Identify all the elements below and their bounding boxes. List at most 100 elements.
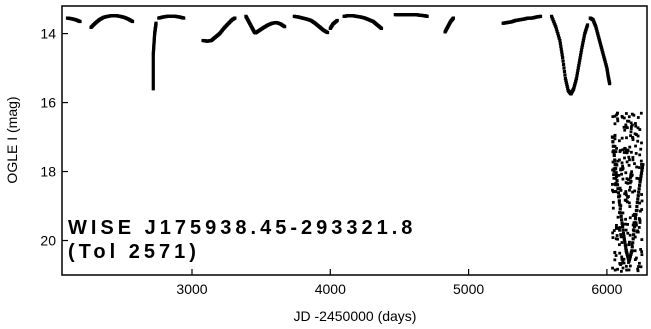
data-point <box>628 185 632 189</box>
data-point <box>635 223 638 227</box>
data-point <box>621 148 625 152</box>
data-point <box>634 221 638 225</box>
data-point <box>635 165 639 169</box>
data-point <box>151 81 155 85</box>
data-point <box>561 59 565 63</box>
data-point <box>617 139 621 143</box>
data-point <box>604 63 608 67</box>
data-point <box>562 69 567 74</box>
data-point <box>624 246 628 250</box>
data-point <box>614 171 618 175</box>
data-point <box>624 171 628 175</box>
data-point <box>631 158 635 162</box>
data-point <box>154 21 158 25</box>
data-point <box>628 264 632 268</box>
data-point <box>630 170 634 174</box>
data-point <box>621 177 625 181</box>
data-point <box>625 136 628 140</box>
data-point <box>620 241 624 244</box>
data-point <box>625 248 628 252</box>
data-point <box>623 156 626 160</box>
data-point <box>626 181 630 185</box>
data-point <box>629 134 632 138</box>
data-point <box>629 130 633 134</box>
data-point <box>631 223 635 227</box>
data-point <box>640 208 644 211</box>
data-point <box>639 147 643 151</box>
data-point <box>623 128 627 132</box>
data-point <box>233 16 237 20</box>
data-point <box>572 87 576 91</box>
data-point <box>623 240 627 244</box>
data-point <box>575 71 579 75</box>
data-point <box>600 47 604 51</box>
data-point <box>628 181 632 185</box>
data-point <box>283 25 287 29</box>
data-point <box>638 261 641 265</box>
data-point <box>582 34 586 38</box>
data-point <box>616 191 621 195</box>
data-point <box>617 201 621 205</box>
data-point <box>451 16 455 20</box>
data-point <box>577 61 581 65</box>
data-point <box>636 267 640 271</box>
data-point <box>640 253 644 257</box>
data-point <box>635 208 639 212</box>
data-point <box>633 217 638 221</box>
data-point <box>619 235 623 239</box>
data-point <box>574 76 579 81</box>
data-point <box>558 41 562 45</box>
data-point <box>619 214 623 218</box>
data-point <box>615 226 618 230</box>
data-point <box>577 63 581 68</box>
data-point <box>620 136 624 140</box>
data-point <box>556 34 561 38</box>
data-point <box>151 67 155 71</box>
data-point <box>595 30 599 34</box>
data-point <box>538 14 543 18</box>
data-point <box>630 245 634 249</box>
data-point <box>635 205 639 209</box>
data-point <box>639 171 644 175</box>
y-tick-label: 18 <box>40 164 56 180</box>
data-point <box>631 228 635 232</box>
data-point <box>629 127 633 131</box>
data-point <box>563 73 567 77</box>
data-point <box>549 14 554 18</box>
data-point <box>637 226 641 229</box>
data-point <box>560 50 564 54</box>
data-point <box>152 38 156 43</box>
data-point <box>624 190 628 193</box>
data-point <box>618 207 622 211</box>
data-point <box>612 152 616 156</box>
data-point <box>600 49 604 53</box>
data-point <box>574 78 578 82</box>
data-point <box>636 134 640 138</box>
data-point <box>631 190 634 194</box>
data-point <box>613 137 617 141</box>
data-point <box>635 200 639 205</box>
data-point <box>615 179 619 183</box>
data-point <box>621 211 625 215</box>
data-point <box>611 200 615 204</box>
data-point <box>560 53 564 57</box>
data-point <box>630 174 634 178</box>
data-point <box>624 228 628 232</box>
data-point <box>601 50 605 55</box>
data-point <box>151 64 155 68</box>
data-point <box>629 121 633 125</box>
data-point <box>615 234 619 237</box>
data-point <box>151 69 155 74</box>
data-point <box>613 134 617 138</box>
data-point <box>625 193 628 197</box>
data-point <box>639 174 643 178</box>
data-points <box>65 13 645 273</box>
data-point <box>624 125 628 128</box>
data-point <box>635 133 638 136</box>
data-point <box>151 61 155 65</box>
data-point <box>639 209 642 213</box>
data-point <box>572 85 576 89</box>
data-point <box>635 176 639 180</box>
data-point <box>611 150 615 154</box>
data-point <box>622 257 626 261</box>
